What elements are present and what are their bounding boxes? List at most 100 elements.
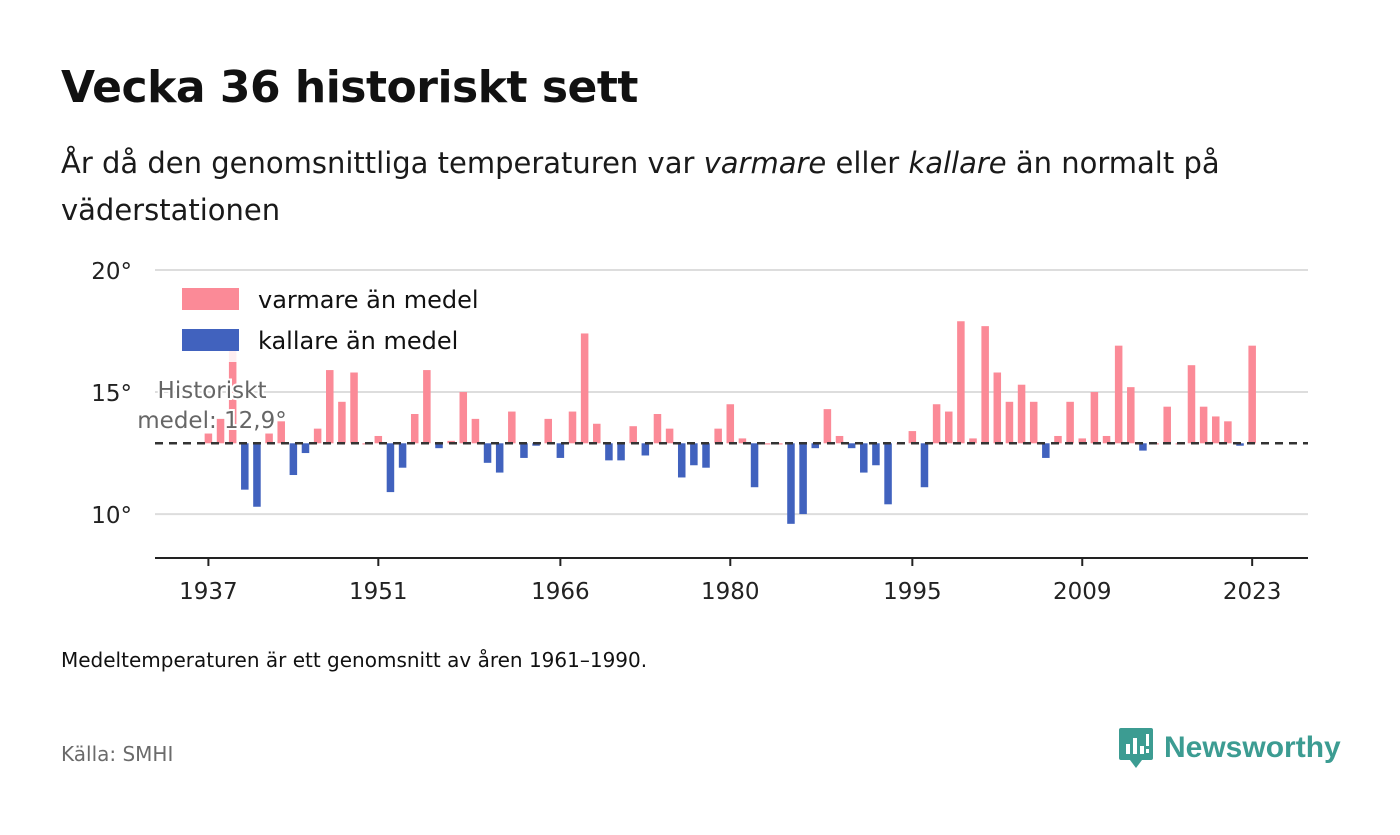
bar-warm <box>216 418 225 444</box>
bar-warm <box>835 435 844 444</box>
bar-cold <box>483 443 492 463</box>
bar-warm <box>508 411 516 444</box>
bar-warm <box>944 411 953 444</box>
subtitle-warm-word: varmare <box>703 146 827 180</box>
bar-cold <box>386 443 395 493</box>
bar-warm <box>410 414 419 444</box>
bar-cold <box>1042 443 1050 458</box>
x-tick-label: 1951 <box>349 579 408 605</box>
legend-layer: varmare än medel kallare än medel <box>172 277 494 362</box>
bar-warm <box>762 443 771 445</box>
bar-warm <box>277 421 285 444</box>
bar-warm <box>1090 392 1099 444</box>
bar-warm <box>471 418 480 444</box>
bar-warm <box>823 409 832 444</box>
bar-warm <box>665 428 674 444</box>
bar-cold <box>1139 443 1147 451</box>
bar-cold <box>811 443 819 449</box>
x-tick-label: 1995 <box>883 579 942 605</box>
subtitle-text-1: År då den genomsnittliga temperaturen va… <box>61 146 704 180</box>
bar-cold <box>398 443 407 468</box>
bar-warm <box>374 435 383 444</box>
bar-warm <box>981 326 989 444</box>
x-tick-label: 2009 <box>1053 579 1112 605</box>
bar-warm <box>1163 406 1171 444</box>
bar-layer <box>204 321 1256 524</box>
bar-warm <box>459 392 468 444</box>
bar-warm <box>993 372 1002 444</box>
bar-warm <box>204 433 213 444</box>
brand-logo[interactable]: Newsworthy <box>1118 726 1341 770</box>
bar-cold <box>241 443 249 490</box>
bar-warm <box>969 438 977 444</box>
bar-cold <box>520 443 528 458</box>
chart-subtitle: År då den genomsnittliga temperaturen va… <box>61 140 1321 234</box>
bar-warm <box>1054 435 1062 444</box>
bar-cold <box>787 443 795 524</box>
bar-warm <box>1127 387 1135 444</box>
legend-swatch <box>182 329 239 351</box>
bar-cold <box>872 443 880 466</box>
bar-warm <box>1248 345 1256 444</box>
axis-layer: 10° 15° 20° 1937 1951 1966 1980 1995 2009 2023 <box>91 259 1308 605</box>
bar-warm <box>1187 365 1196 444</box>
bar-cold <box>750 443 759 488</box>
bar-warm <box>350 372 358 444</box>
bar-cold <box>495 443 504 473</box>
baseline-annotation: medel: 12,9° <box>137 408 286 434</box>
bar-cold <box>253 443 261 507</box>
bar-warm <box>653 414 662 444</box>
bar-cold <box>435 443 443 449</box>
bar-warm <box>726 404 735 444</box>
brand-name: Newsworthy <box>1164 731 1341 764</box>
subtitle-cold-word: kallare <box>908 146 1007 180</box>
bar-warm <box>957 321 965 444</box>
y-tick-label: 15° <box>91 381 132 407</box>
bar-cold <box>920 443 929 488</box>
bar-warm <box>1017 384 1026 444</box>
x-tick-label: 1937 <box>179 579 238 605</box>
bar-warm <box>228 350 237 444</box>
bar-cold <box>690 443 698 466</box>
bar-warm <box>423 370 431 444</box>
bar-warm <box>1029 401 1038 444</box>
bar-warm <box>1078 438 1087 444</box>
bar-warm <box>338 401 346 444</box>
bar-cold <box>301 443 310 454</box>
bar-cold <box>847 443 856 449</box>
baseline-annotation: Historiskt <box>158 378 267 404</box>
bar-warm <box>544 418 552 444</box>
y-tick-label: 10° <box>91 503 132 529</box>
bar-warm <box>1066 401 1074 444</box>
legend-label: varmare än medel <box>258 286 479 314</box>
bar-cold <box>677 443 686 478</box>
x-tick-label: 1966 <box>531 579 590 605</box>
bar-cold <box>289 443 298 476</box>
bar-cold <box>884 443 892 505</box>
footnote: Medeltemperaturen är ett genomsnitt av å… <box>61 648 648 672</box>
bar-warm <box>1199 406 1208 444</box>
bar-warm <box>593 423 601 444</box>
bar-warm <box>738 438 747 444</box>
bar-cold <box>860 443 868 473</box>
bar-warm <box>326 370 334 444</box>
bar-cold <box>605 443 613 461</box>
bar-warm <box>568 411 577 444</box>
bar-cold <box>556 443 565 458</box>
bar-warm <box>1114 345 1123 444</box>
bar-warm <box>1102 435 1111 444</box>
bar-warm <box>714 428 722 444</box>
chart-title: Vecka 36 historiskt sett <box>61 62 638 113</box>
subtitle-text-3: än normalt på väderstationen <box>61 146 1220 227</box>
x-tick-label: 2023 <box>1223 579 1282 605</box>
bar-warm <box>265 433 273 444</box>
newsworthy-logo-icon <box>1119 728 1153 768</box>
bar-warm <box>908 431 917 444</box>
bar-cold <box>617 443 625 461</box>
bar-warm <box>1224 421 1232 444</box>
bar-warm <box>313 428 322 444</box>
bar-warm <box>932 404 941 444</box>
bar-warm <box>580 333 589 444</box>
